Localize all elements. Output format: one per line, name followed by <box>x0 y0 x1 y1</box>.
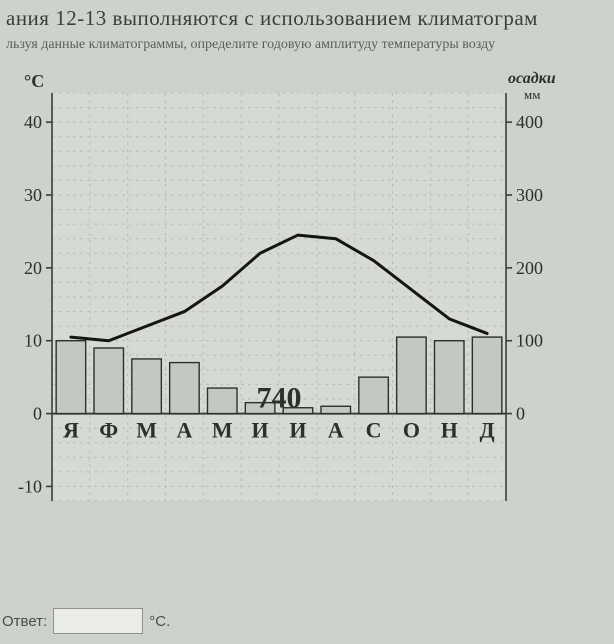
chart-svg: -100102030400100200300400ЯФМАМИИАСОНД°Cо… <box>4 67 564 537</box>
svg-text:Н: Н <box>441 418 458 443</box>
svg-text:М: М <box>212 418 233 443</box>
svg-text:Ф: Ф <box>99 418 118 443</box>
svg-text:осадки: осадки <box>508 70 556 87</box>
svg-text:10: 10 <box>24 331 42 351</box>
svg-text:А: А <box>328 418 344 443</box>
climatogram-chart: -100102030400100200300400ЯФМАМИИАСОНД°Cо… <box>4 67 614 557</box>
svg-text:М: М <box>136 418 157 443</box>
svg-text:И: И <box>252 418 269 443</box>
svg-text:мм: мм <box>524 87 540 102</box>
svg-text:И: И <box>289 418 306 443</box>
answer-input[interactable] <box>53 608 143 634</box>
svg-text:40: 40 <box>24 112 42 132</box>
svg-text:А: А <box>176 418 192 443</box>
answer-row: Ответ: °C. <box>2 608 170 634</box>
svg-text:20: 20 <box>24 258 42 278</box>
svg-text:400: 400 <box>516 112 543 132</box>
svg-text:О: О <box>403 418 420 443</box>
svg-text:740: 740 <box>257 382 302 415</box>
svg-text:100: 100 <box>516 331 543 351</box>
answer-unit: °C. <box>149 613 170 630</box>
page-headline: ания 12-13 выполняются с использованием … <box>6 6 614 31</box>
svg-text:С: С <box>366 418 382 443</box>
svg-text:30: 30 <box>24 185 42 205</box>
svg-text:0: 0 <box>33 404 42 424</box>
page-subline: льзуя данные климатограммы, определите г… <box>6 37 614 53</box>
svg-text:-10: -10 <box>18 476 42 496</box>
svg-text:300: 300 <box>516 185 543 205</box>
answer-label: Ответ: <box>2 613 47 630</box>
svg-text:Д: Д <box>480 418 495 443</box>
svg-text:Я: Я <box>63 418 79 443</box>
svg-text:200: 200 <box>516 258 543 278</box>
svg-text:°C: °C <box>24 71 44 91</box>
svg-text:0: 0 <box>516 404 525 424</box>
